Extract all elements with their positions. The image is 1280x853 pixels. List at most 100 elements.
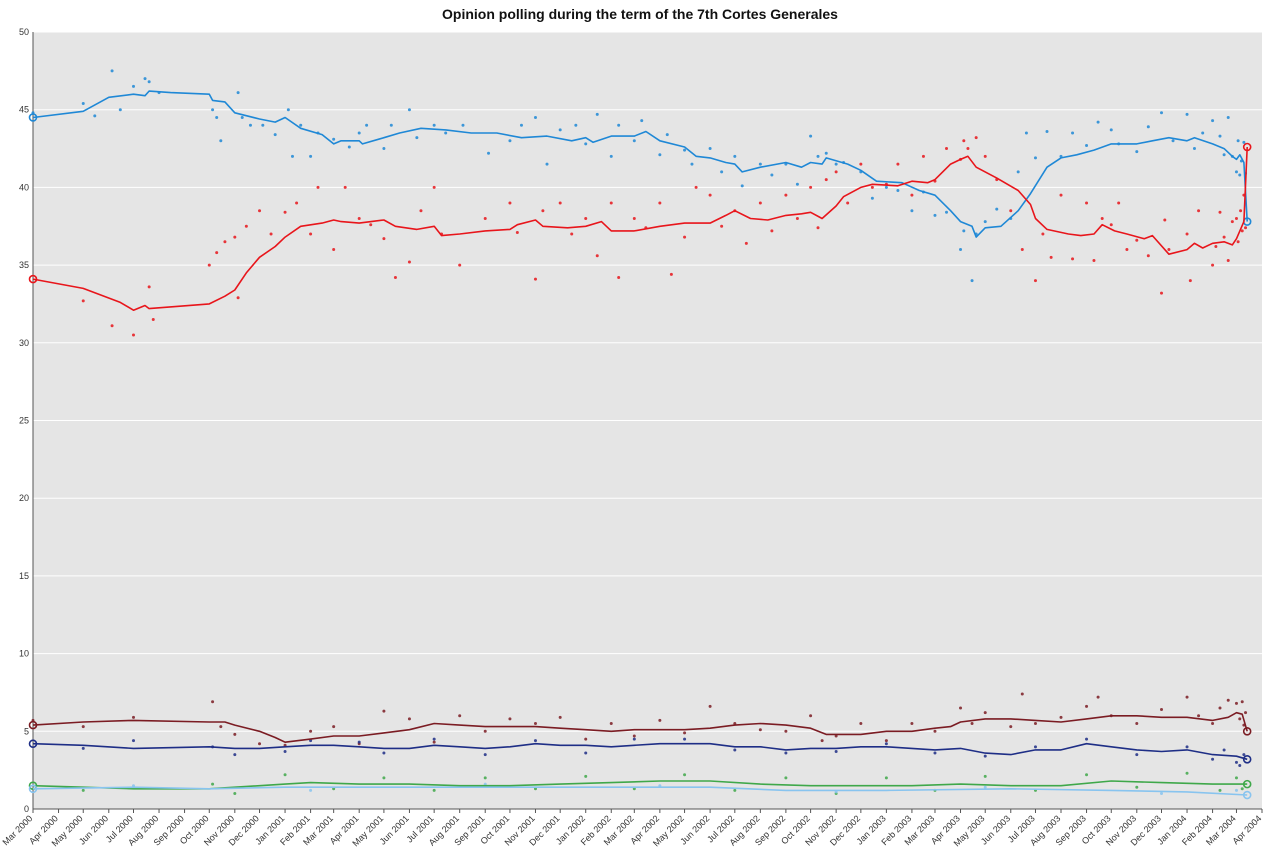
poll-point — [389, 123, 393, 127]
poll-point — [945, 147, 949, 151]
poll-point — [110, 324, 114, 328]
poll-point — [519, 123, 523, 127]
poll-point — [846, 201, 850, 205]
trend-line — [32, 742, 1248, 761]
poll-point — [720, 224, 724, 228]
poll-point — [1214, 244, 1218, 248]
poll-point — [834, 170, 838, 174]
poll-point — [1100, 216, 1104, 220]
poll-point — [483, 776, 487, 780]
poll-point — [1234, 701, 1238, 705]
poll-point — [461, 123, 465, 127]
poll-point — [1185, 695, 1189, 699]
poll-point — [1135, 753, 1139, 757]
poll-point — [1033, 156, 1037, 160]
poll-point — [131, 715, 135, 719]
poll-point — [1238, 717, 1242, 721]
poll-point — [683, 773, 687, 777]
poll-point — [959, 706, 963, 710]
poll-point — [508, 139, 512, 143]
poll-point — [1234, 788, 1238, 792]
poll-point — [1192, 147, 1196, 151]
poll-point — [244, 224, 248, 228]
poll-point — [690, 162, 694, 166]
poll-point — [884, 742, 888, 746]
poll-point — [784, 776, 788, 780]
poll-point — [1092, 258, 1096, 262]
poll-point — [1171, 139, 1175, 143]
poll-point — [393, 276, 397, 280]
poll-point — [733, 748, 737, 752]
poll-point — [921, 154, 925, 158]
poll-point — [758, 201, 762, 205]
poll-point — [283, 773, 287, 777]
poll-point — [1242, 140, 1246, 144]
poll-point — [694, 185, 698, 189]
trend-line — [32, 146, 1248, 312]
poll-point — [147, 80, 151, 84]
poll-point — [995, 207, 999, 211]
poll-point — [1146, 125, 1150, 129]
poll-point — [983, 754, 987, 758]
poll-point — [533, 722, 537, 726]
poll-point — [1016, 170, 1020, 174]
poll-point — [1109, 128, 1113, 132]
poll-point — [1059, 193, 1063, 197]
poll-point — [1240, 229, 1244, 233]
poll-point — [834, 750, 838, 754]
poll-point — [1160, 791, 1164, 795]
poll-point — [595, 254, 599, 258]
poll-point — [758, 162, 762, 166]
start-marker — [28, 739, 38, 749]
poll-point — [93, 114, 97, 118]
poll-point — [1146, 254, 1150, 258]
poll-point — [584, 737, 588, 741]
poll-point — [207, 263, 211, 267]
poll-point — [1160, 708, 1164, 712]
poll-point — [809, 714, 813, 718]
poll-point — [347, 145, 351, 149]
y-tick-label: 20 — [19, 493, 29, 503]
poll-point — [1185, 745, 1189, 749]
poll-point — [708, 193, 712, 197]
poll-point — [983, 774, 987, 778]
poll-point — [758, 728, 762, 732]
poll-point — [382, 237, 386, 241]
poll-point — [541, 209, 545, 213]
poll-point — [669, 272, 673, 276]
poll-point — [1059, 715, 1063, 719]
poll-point — [269, 232, 273, 236]
poll-point — [744, 241, 748, 245]
poll-point — [533, 739, 537, 743]
poll-point — [1020, 248, 1024, 252]
poll-point — [784, 193, 788, 197]
poll-point — [617, 123, 621, 127]
poll-point — [415, 136, 419, 140]
poll-point — [357, 216, 361, 220]
poll-point — [545, 162, 549, 166]
poll-point — [1222, 748, 1226, 752]
poll-point — [1009, 209, 1013, 213]
poll-point — [147, 285, 151, 289]
y-tick-label: 5 — [24, 726, 29, 736]
poll-point — [962, 139, 966, 143]
poll-point — [558, 715, 562, 719]
poll-point — [1135, 785, 1139, 789]
poll-point — [261, 123, 265, 127]
trend-line — [32, 780, 1248, 790]
poll-point — [483, 729, 487, 733]
poll-point — [584, 142, 588, 146]
poll-point — [720, 170, 724, 174]
poll-point — [609, 154, 613, 158]
poll-point — [1135, 238, 1139, 242]
poll-point — [309, 232, 313, 236]
poll-point — [81, 746, 85, 750]
poll-point — [407, 717, 411, 721]
start-marker — [28, 720, 38, 730]
poll-point — [283, 210, 287, 214]
poll-point — [382, 751, 386, 755]
poll-point — [1201, 131, 1205, 135]
poll-point — [1085, 704, 1089, 708]
